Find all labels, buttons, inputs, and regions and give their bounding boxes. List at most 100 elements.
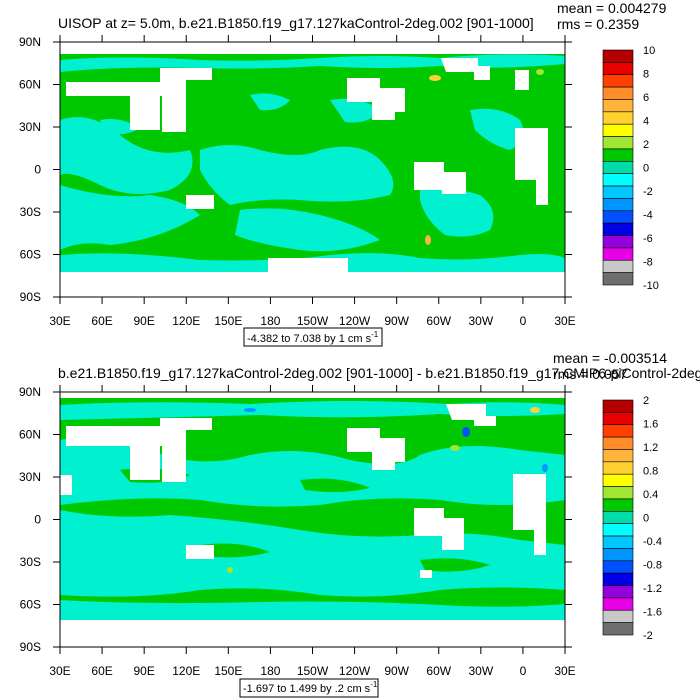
panel-bottom-mean: mean = -0.003514 xyxy=(553,350,667,366)
panel-bottom: b.e21.B1850.f19_g17.127kaControl-2deg.00… xyxy=(19,350,700,698)
land-mask xyxy=(60,392,565,647)
y-tick-label: 30S xyxy=(20,205,41,219)
cyan-regions xyxy=(60,54,565,272)
colorbar-box xyxy=(602,173,634,187)
colorbar-box xyxy=(602,148,634,162)
colorbar-box xyxy=(602,86,634,100)
colorbar-label: 2 xyxy=(643,395,649,407)
colorbar-label: 1.6 xyxy=(643,419,658,431)
y-tick-label: 30N xyxy=(19,120,41,134)
colorbar-box xyxy=(602,259,634,273)
colorbar-label: 2 xyxy=(643,139,649,151)
colorbar-box xyxy=(602,511,634,524)
colorbar-box xyxy=(602,461,634,475)
colorbar-label: 0 xyxy=(643,513,649,525)
colorbar-box xyxy=(602,609,634,623)
x-tick-label: 0 xyxy=(520,314,527,328)
colorbar-box xyxy=(602,161,634,174)
y-tick-label: 30S xyxy=(20,555,41,569)
colorbar-label: 10 xyxy=(643,45,655,57)
colorbar-box xyxy=(602,498,634,512)
colorbar-box xyxy=(602,424,634,438)
colorbar-box xyxy=(602,185,634,199)
y-tick-label: 60S xyxy=(20,248,41,262)
y-tick-label: 90S xyxy=(20,290,41,304)
x-tick-label: 60E xyxy=(91,664,112,678)
y-tick-label: 90S xyxy=(20,640,41,654)
y-tick-label: 90N xyxy=(19,385,41,399)
colorbar-box xyxy=(602,247,634,261)
colorbar-box xyxy=(602,235,634,249)
colorbar-box xyxy=(602,597,634,611)
colorbar-box xyxy=(602,449,634,463)
panel-top-title: UISOP at z= 5.0m, b.e21.B1850.f19_g17.12… xyxy=(58,15,534,31)
colorbar-box xyxy=(602,486,634,500)
cyan-regions xyxy=(60,401,565,620)
x-tick-label: 30E xyxy=(554,314,575,328)
colorbar-box xyxy=(602,622,634,636)
x-tick-label: 90E xyxy=(133,314,154,328)
panel-top: UISOP at z= 5.0m, b.e21.B1850.f19_g17.12… xyxy=(19,0,667,347)
x-tick-label: 120W xyxy=(339,664,371,678)
panel-top-axes: 30E 60E 90E 120E 150E 180 150W 120W 90W 60W 30W 0 30… xyxy=(19,35,576,328)
panel-bottom-range-box xyxy=(239,678,379,698)
colorbar-box xyxy=(602,136,634,150)
y-tick-label: 90N xyxy=(19,35,41,49)
colorbar-label: -10 xyxy=(643,280,659,292)
colorbar-label: -1.2 xyxy=(643,583,662,595)
y-tick-label: 30N xyxy=(19,470,41,484)
colorbar-label: 0 xyxy=(643,163,649,175)
hotspots xyxy=(227,407,548,573)
colorbar-label: 4 xyxy=(643,116,649,128)
colorbar-box xyxy=(602,123,634,137)
colorbar-label: -0.4 xyxy=(643,536,662,548)
x-tick-label: 180 xyxy=(260,664,280,678)
x-tick-label: 0 xyxy=(520,664,527,678)
colorbar-label: -2 xyxy=(643,186,653,198)
colorbar-label: 6 xyxy=(643,92,649,104)
x-tick-label: 180 xyxy=(260,314,280,328)
colorbar-box xyxy=(602,473,634,487)
x-tick-label: 30E xyxy=(49,314,70,328)
y-tick-label: 0 xyxy=(34,513,41,527)
x-tick-label: 150E xyxy=(214,314,242,328)
panel-bottom-rms: rms = 0.057 xyxy=(553,366,628,382)
x-tick-label: 90W xyxy=(384,314,409,328)
colorbar-box xyxy=(602,272,634,286)
colorbar-label: -0.8 xyxy=(643,560,662,572)
colorbar-box xyxy=(602,412,634,426)
colorbar-box xyxy=(602,49,634,63)
colorbar-label: -6 xyxy=(643,233,653,245)
x-tick-label: 60E xyxy=(91,314,112,328)
colorbar-box xyxy=(602,585,634,599)
panel-bottom-colorbar: 2 1.6 1.2 0.8 0.4 0 -0.4 -0.8 -1.2 -1.6 -2 xyxy=(602,395,662,642)
colorbar-label: 1.2 xyxy=(643,442,658,454)
x-tick-label: 90E xyxy=(133,664,154,678)
x-tick-label: 120W xyxy=(339,314,371,328)
colorbar-box xyxy=(602,548,634,562)
x-tick-label: 30W xyxy=(468,664,493,678)
panel-bottom-map xyxy=(60,392,565,647)
colorbar-box xyxy=(602,198,634,212)
x-tick-label: 150W xyxy=(297,314,329,328)
panel-bottom-title: b.e21.B1850.f19_g17.127kaControl-2deg.00… xyxy=(58,365,700,381)
colorbar-label: 0.8 xyxy=(643,466,658,478)
colorbar-box xyxy=(602,62,634,76)
colorbar-box xyxy=(602,222,634,236)
x-tick-label: 150W xyxy=(297,664,329,678)
colorbar-box xyxy=(602,572,634,586)
colorbar-label: 8 xyxy=(643,69,649,81)
panel-bottom-range-label: -1.697 to 1.499 by .2 cm s-1 xyxy=(243,680,378,695)
colorbar-box xyxy=(602,535,634,549)
colorbar-label: -1.6 xyxy=(643,607,662,619)
colorbar-box xyxy=(602,111,634,125)
colorbar-label: -2 xyxy=(643,630,653,642)
x-tick-label: 90W xyxy=(384,664,409,678)
y-tick-label: 60N xyxy=(19,78,41,92)
x-tick-label: 150E xyxy=(214,664,242,678)
y-tick-label: 60S xyxy=(20,598,41,612)
colorbar-label: 0.4 xyxy=(643,489,658,501)
panel-top-range-box xyxy=(243,327,383,347)
panel-top-range-label: -4.382 to 7.038 by 1 cm s-1 xyxy=(247,330,379,345)
